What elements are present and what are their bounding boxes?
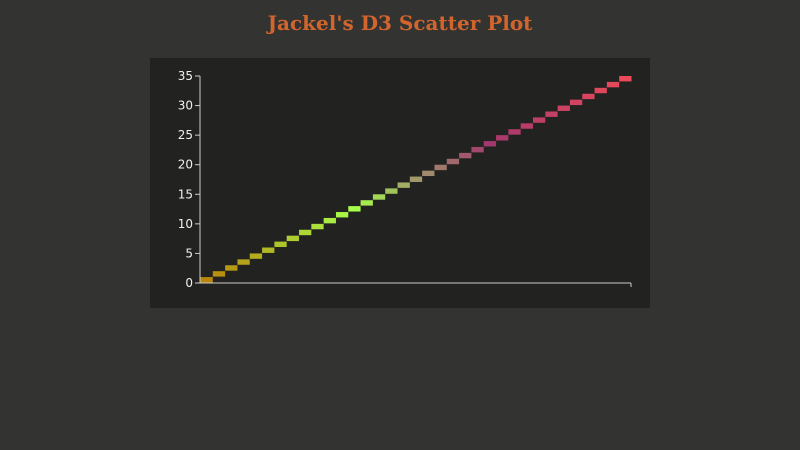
y-tick-label: 15 bbox=[178, 187, 193, 201]
data-point bbox=[274, 241, 287, 248]
data-point bbox=[422, 170, 435, 177]
y-tick-label: 35 bbox=[178, 69, 193, 83]
data-point bbox=[360, 200, 373, 206]
data-point bbox=[385, 188, 398, 194]
data-point bbox=[483, 141, 497, 147]
data-points bbox=[200, 76, 632, 283]
y-tick-label: 0 bbox=[185, 276, 193, 290]
y-tick-label: 30 bbox=[178, 99, 193, 113]
data-point bbox=[249, 253, 263, 259]
data-point bbox=[335, 212, 349, 218]
y-tick-label: 10 bbox=[178, 217, 193, 231]
data-point bbox=[372, 194, 386, 200]
data-point bbox=[299, 229, 312, 236]
y-tick-label: 5 bbox=[185, 246, 193, 260]
x-axis bbox=[200, 282, 632, 287]
data-point bbox=[569, 99, 583, 106]
data-point bbox=[594, 87, 607, 94]
data-point bbox=[262, 247, 275, 253]
data-point bbox=[471, 146, 484, 153]
chart-panel: 0 5 10 15 20 25 30 35 bbox=[150, 58, 650, 308]
data-point bbox=[409, 176, 423, 182]
data-point bbox=[459, 152, 472, 159]
data-point bbox=[348, 206, 361, 212]
data-point bbox=[397, 182, 410, 188]
data-point bbox=[434, 164, 447, 171]
scatter-plot: 0 5 10 15 20 25 30 35 bbox=[178, 69, 632, 290]
data-point bbox=[446, 158, 460, 165]
data-point bbox=[311, 223, 324, 230]
data-point bbox=[496, 135, 509, 141]
data-point bbox=[557, 105, 570, 111]
data-point bbox=[508, 129, 521, 135]
data-point bbox=[212, 271, 226, 277]
data-point bbox=[323, 217, 336, 224]
data-point bbox=[606, 81, 620, 88]
chart-title: Jackel's D3 Scatter Plot bbox=[267, 11, 533, 35]
data-point bbox=[532, 117, 546, 123]
data-point bbox=[200, 277, 213, 283]
data-point bbox=[225, 265, 238, 271]
y-tick-label: 20 bbox=[178, 158, 193, 172]
y-axis: 0 5 10 15 20 25 30 35 bbox=[178, 69, 201, 290]
data-point bbox=[619, 76, 632, 82]
data-point bbox=[582, 93, 595, 100]
data-point bbox=[545, 111, 558, 117]
data-point bbox=[237, 259, 250, 265]
data-point bbox=[286, 235, 300, 242]
y-tick-label: 25 bbox=[178, 128, 193, 142]
data-point bbox=[520, 123, 533, 129]
